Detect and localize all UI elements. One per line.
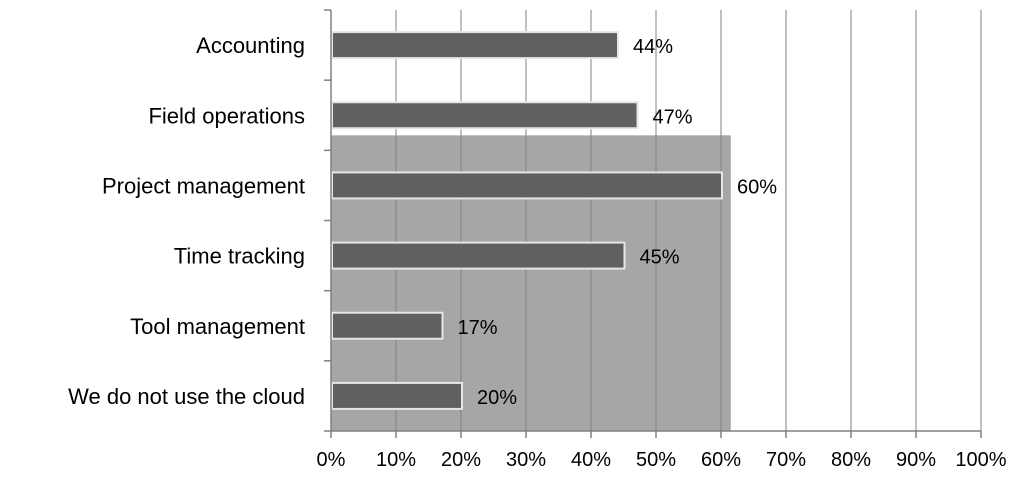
x-tick-label: 90%	[896, 449, 936, 471]
category-label: Time tracking	[174, 244, 305, 269]
category-label: Field operations	[148, 103, 305, 128]
category-label: Accounting	[196, 33, 305, 58]
x-tick-label: 80%	[831, 449, 871, 471]
x-tick-label: 40%	[571, 449, 611, 471]
data-label: 47%	[653, 106, 693, 128]
data-label: 44%	[633, 36, 673, 58]
x-tick-label: 70%	[766, 449, 806, 471]
x-tick-label: 10%	[376, 449, 416, 471]
x-tick-label: 0%	[317, 449, 346, 471]
category-label: We do not use the cloud	[68, 384, 305, 409]
bars	[331, 31, 723, 410]
category-label: Project management	[102, 173, 305, 198]
bar	[331, 311, 444, 340]
data-label: 60%	[737, 176, 777, 198]
bar	[331, 241, 626, 270]
x-tick-label: 30%	[506, 449, 546, 471]
bar	[331, 171, 723, 200]
gridlines	[395, 10, 982, 431]
bar	[331, 31, 619, 60]
x-tick-label: 60%	[701, 449, 741, 471]
bar	[331, 101, 639, 130]
x-tick-label: 20%	[441, 449, 481, 471]
labels: 0% 10% 20% 30% 40% 50% 60% 70% 80% 90% 100% Account…	[68, 33, 1007, 471]
axes	[324, 9, 982, 438]
x-tick-label: 50%	[636, 449, 676, 471]
data-label: 17%	[458, 317, 498, 339]
category-label: Tool management	[130, 314, 305, 339]
data-label: 20%	[477, 387, 517, 409]
x-tick-label: 100%	[955, 449, 1006, 471]
bar	[331, 381, 463, 410]
data-label: 45%	[640, 247, 680, 269]
